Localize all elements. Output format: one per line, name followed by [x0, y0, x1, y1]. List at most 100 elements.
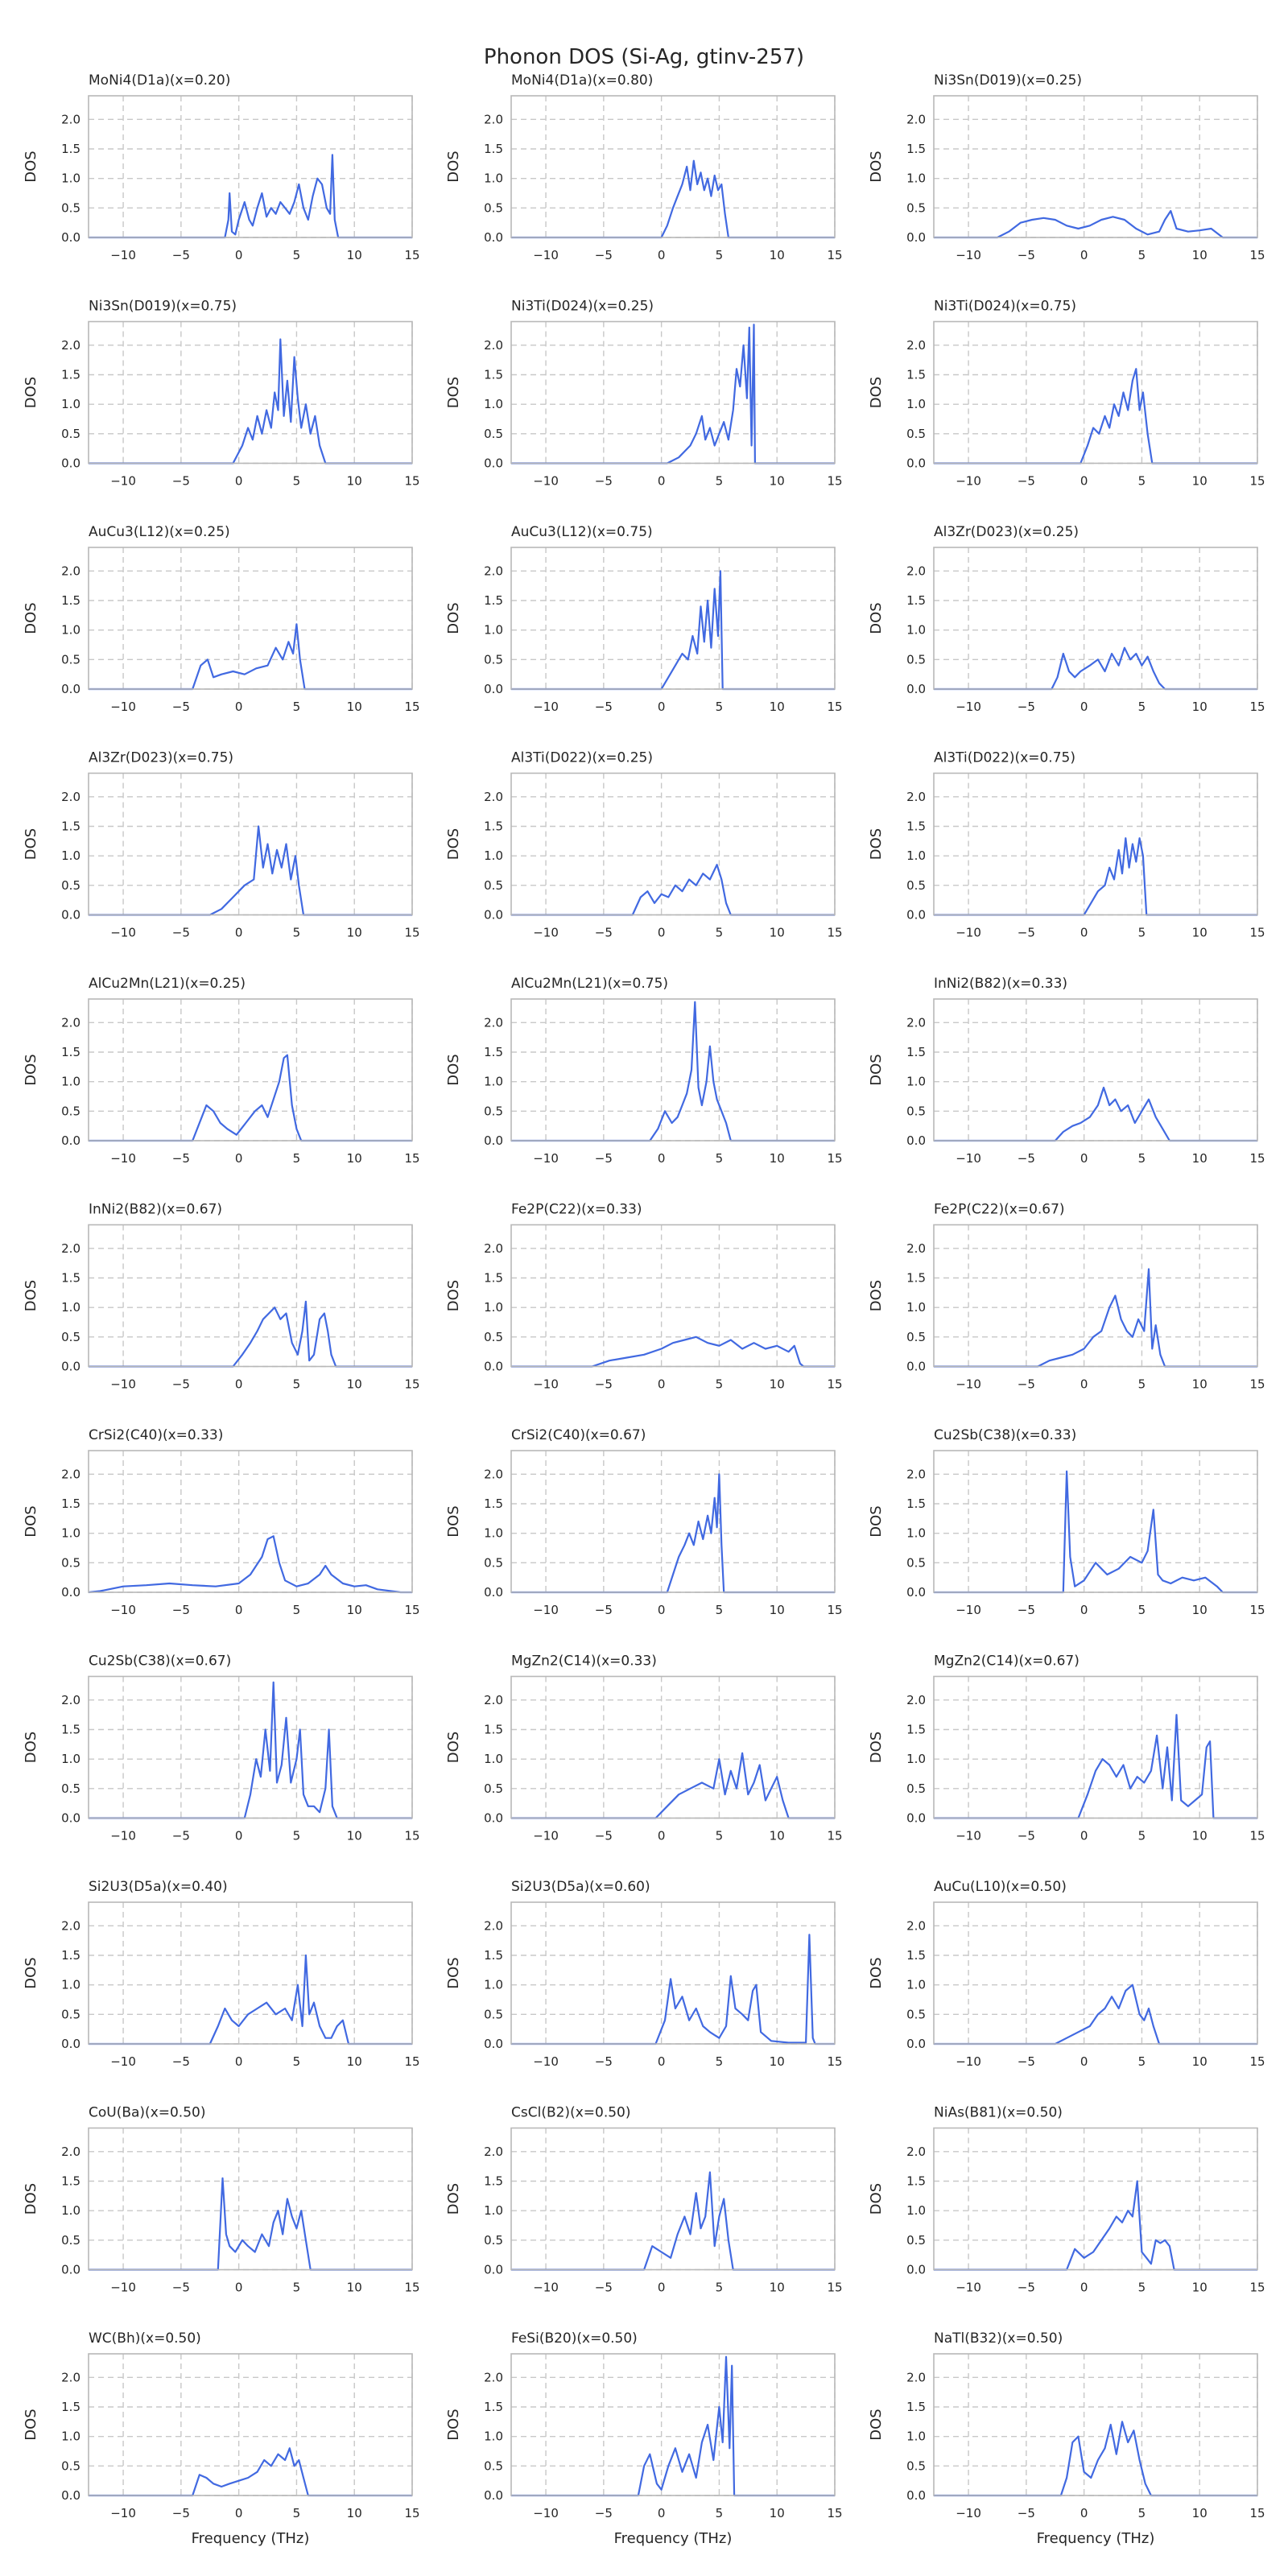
- y-tick-label: 0.0: [906, 2037, 926, 2051]
- y-tick-label: 0.5: [484, 2458, 503, 2473]
- x-tick-label: 5: [1138, 1151, 1146, 1166]
- dos-panel: −10 −5 0 5 10 15 0.0 0.5 1.0 1.5 2.0 Si2U3(D5a)(x=0…: [445, 1879, 843, 2069]
- x-tick-label: −10: [956, 700, 981, 714]
- x-tick-label: 15: [404, 1603, 419, 1617]
- x-tick-label: 0: [235, 1377, 243, 1392]
- x-tick-label: 5: [293, 1151, 301, 1166]
- x-tick-label: 0: [235, 2281, 243, 2295]
- y-tick-label: 2.0: [484, 338, 503, 353]
- panel-title: Al3Zr(D023)(x=0.25): [934, 524, 1079, 540]
- dos-line: [89, 154, 412, 239]
- y-tick-label: 0.0: [484, 1133, 503, 1148]
- dos-panel: −10 −5 0 5 10 15 0.0 0.5 1.0 1.5 2.0 AlCu2Mn(L21)(x…: [23, 976, 420, 1166]
- y-tick-label: 0.5: [61, 1104, 80, 1118]
- x-tick-label: 15: [827, 248, 842, 262]
- y-axis-label: DOS: [445, 1732, 462, 1763]
- x-tick-label: 0: [658, 2281, 666, 2295]
- y-tick-label: 0.5: [484, 652, 503, 667]
- y-tick-label: 0.0: [61, 456, 80, 471]
- x-tick-label: −10: [533, 1151, 559, 1166]
- axes-frame: [88, 998, 413, 1141]
- y-tick-label: 0.5: [484, 878, 503, 893]
- y-tick-label: 1.0: [61, 2203, 80, 2218]
- dos-line: [934, 1268, 1257, 1368]
- x-tick-label: 15: [404, 474, 419, 489]
- y-tick-label: 0.0: [906, 2488, 926, 2503]
- y-tick-label: 0.5: [906, 2458, 926, 2473]
- axes-frame: [88, 95, 413, 238]
- y-tick-label: 0.0: [61, 2488, 80, 2503]
- axes-frame: [88, 320, 413, 464]
- y-tick-label: 0.0: [61, 1360, 80, 1374]
- y-tick-label: 1.0: [906, 1752, 926, 1766]
- y-tick-label: 0.5: [61, 2233, 80, 2248]
- y-axis-label: DOS: [868, 377, 885, 408]
- x-tick-label: 10: [770, 926, 785, 940]
- x-tick-label: 10: [1192, 2054, 1208, 2069]
- x-tick-label: −5: [172, 1829, 190, 1843]
- x-tick-label: 5: [716, 1829, 724, 1843]
- axes-frame: [88, 2127, 413, 2271]
- x-tick-label: 15: [827, 474, 842, 489]
- y-tick-label: 1.5: [484, 1045, 503, 1059]
- axes-frame: [510, 547, 836, 690]
- y-tick-label: 1.5: [61, 1045, 80, 1059]
- x-tick-label: 10: [770, 2506, 785, 2520]
- dos-line: [511, 1001, 835, 1142]
- panel-title: NaTl(B32)(x=0.50): [934, 2330, 1063, 2347]
- x-tick-label: 15: [1249, 1603, 1265, 1617]
- x-tick-label: 0: [235, 1603, 243, 1617]
- y-axis-label: DOS: [445, 2409, 462, 2440]
- y-tick-label: 0.0: [906, 230, 926, 245]
- panel-title: AlCu2Mn(L21)(x=0.25): [89, 976, 246, 992]
- x-tick-label: 5: [1138, 926, 1146, 940]
- y-axis-label: DOS: [23, 1505, 39, 1537]
- x-tick-label: 5: [1138, 248, 1146, 262]
- y-tick-label: 2.0: [484, 2145, 503, 2159]
- x-tick-label: −5: [595, 1829, 613, 1843]
- x-tick-label: −5: [1018, 474, 1035, 489]
- y-axis-label: DOS: [445, 1505, 462, 1537]
- y-tick-label: 1.0: [906, 623, 926, 638]
- x-axis-label: Frequency (THz): [1037, 2530, 1155, 2547]
- x-tick-label: 15: [827, 926, 842, 940]
- y-tick-label: 2.0: [906, 1015, 926, 1030]
- panel-title: Cu2Sb(C38)(x=0.33): [934, 1427, 1076, 1443]
- x-tick-label: −5: [595, 248, 613, 262]
- y-tick-label: 1.0: [484, 397, 503, 411]
- panel-title: AuCu(L10)(x=0.50): [934, 1879, 1067, 1895]
- panel-title: MgZn2(C14)(x=0.67): [934, 1653, 1080, 1670]
- y-axis-label: DOS: [23, 1957, 39, 1988]
- dos-panel: −10 −5 0 5 10 15 0.0 0.5 1.0 1.5 2.0 Al3Ti(D022)(x=…: [868, 750, 1265, 940]
- x-tick-label: 5: [293, 926, 301, 940]
- x-tick-label: 10: [347, 1377, 362, 1392]
- x-tick-label: 5: [1138, 1377, 1146, 1392]
- y-axis-label: DOS: [23, 602, 39, 634]
- dos-panel: −10 −5 0 5 10 15 0.0 0.5 1.0 1.5 2.0 WC(Bh)(x=0.50)…: [23, 2330, 420, 2547]
- axes-frame: [510, 1224, 836, 1368]
- x-tick-label: −10: [533, 2506, 559, 2520]
- y-tick-label: 2.0: [484, 1693, 503, 1707]
- dos-panel: −10 −5 0 5 10 15 0.0 0.5 1.0 1.5 2.0 AuCu3(L12)(x=0…: [445, 524, 843, 714]
- y-tick-label: 2.0: [484, 1918, 503, 1933]
- x-tick-label: 0: [235, 700, 243, 714]
- dos-line: [934, 2180, 1257, 2271]
- y-tick-label: 0.5: [61, 1781, 80, 1796]
- x-tick-label: 0: [658, 474, 666, 489]
- y-tick-label: 0.0: [484, 230, 503, 245]
- panel-title: NiAs(B81)(x=0.50): [934, 2105, 1063, 2121]
- x-tick-label: 10: [1192, 2506, 1208, 2520]
- y-tick-label: 1.5: [61, 593, 80, 608]
- dos-line: [511, 2171, 835, 2271]
- x-tick-label: 5: [716, 2506, 724, 2520]
- x-tick-label: −10: [956, 926, 981, 940]
- panel-title: Ni3Sn(D019)(x=0.75): [89, 299, 237, 315]
- dos-panel: −10 −5 0 5 10 15 0.0 0.5 1.0 1.5 2.0 Al3Zr(D023)(x=…: [868, 524, 1265, 714]
- y-tick-label: 1.5: [61, 368, 80, 382]
- y-tick-label: 0.0: [484, 908, 503, 923]
- x-tick-label: −5: [595, 926, 613, 940]
- panel-title: InNi2(B82)(x=0.67): [89, 1202, 222, 1218]
- y-tick-label: 0.0: [484, 2488, 503, 2503]
- x-tick-label: −10: [110, 2281, 136, 2295]
